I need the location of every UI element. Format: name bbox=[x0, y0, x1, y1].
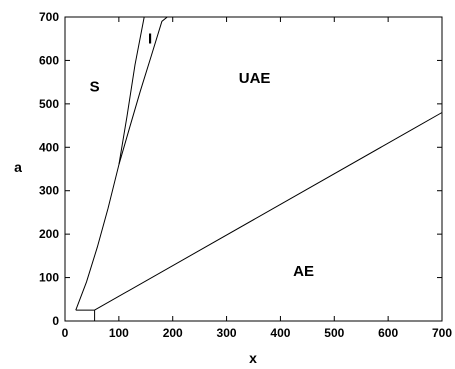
y-tick-label: 300 bbox=[39, 184, 59, 198]
x-tick-label: 500 bbox=[324, 326, 344, 340]
region-label-s: S bbox=[90, 78, 100, 95]
x-tick-label: 300 bbox=[217, 326, 237, 340]
plot-frame bbox=[64, 16, 443, 322]
region-labels: S I UAE AE bbox=[90, 31, 314, 280]
y-tick-label: 200 bbox=[39, 227, 59, 241]
y-axis: 0 100 200 300 400 500 600 700 bbox=[39, 10, 442, 328]
x-tick-label: 100 bbox=[109, 326, 129, 340]
x-axis: 0 100 200 300 400 500 600 700 bbox=[62, 17, 452, 340]
y-tick-label: 100 bbox=[39, 271, 59, 285]
x-tick-label: 600 bbox=[378, 326, 398, 340]
y-axis-title: a bbox=[14, 159, 22, 175]
region-label-uae: UAE bbox=[239, 70, 271, 87]
x-tick-label: 0 bbox=[62, 326, 69, 340]
y-tick-label: 600 bbox=[39, 53, 59, 67]
x-tick-label: 700 bbox=[432, 326, 452, 340]
boundary-line-3 bbox=[94, 112, 443, 311]
y-tick-label: 700 bbox=[39, 10, 59, 24]
x-tick-label: 200 bbox=[163, 326, 183, 340]
y-tick-label: 0 bbox=[52, 314, 59, 328]
x-tick-label: 400 bbox=[270, 326, 290, 340]
region-label-i: I bbox=[148, 31, 152, 48]
boundary-line-2 bbox=[118, 16, 168, 165]
y-tick-label: 400 bbox=[39, 140, 59, 154]
boundary-line-1 bbox=[75, 16, 145, 311]
region-label-ae: AE bbox=[293, 263, 314, 280]
curves-layer bbox=[75, 16, 443, 321]
x-axis-title: x bbox=[249, 350, 257, 366]
y-tick-label: 500 bbox=[39, 97, 59, 111]
